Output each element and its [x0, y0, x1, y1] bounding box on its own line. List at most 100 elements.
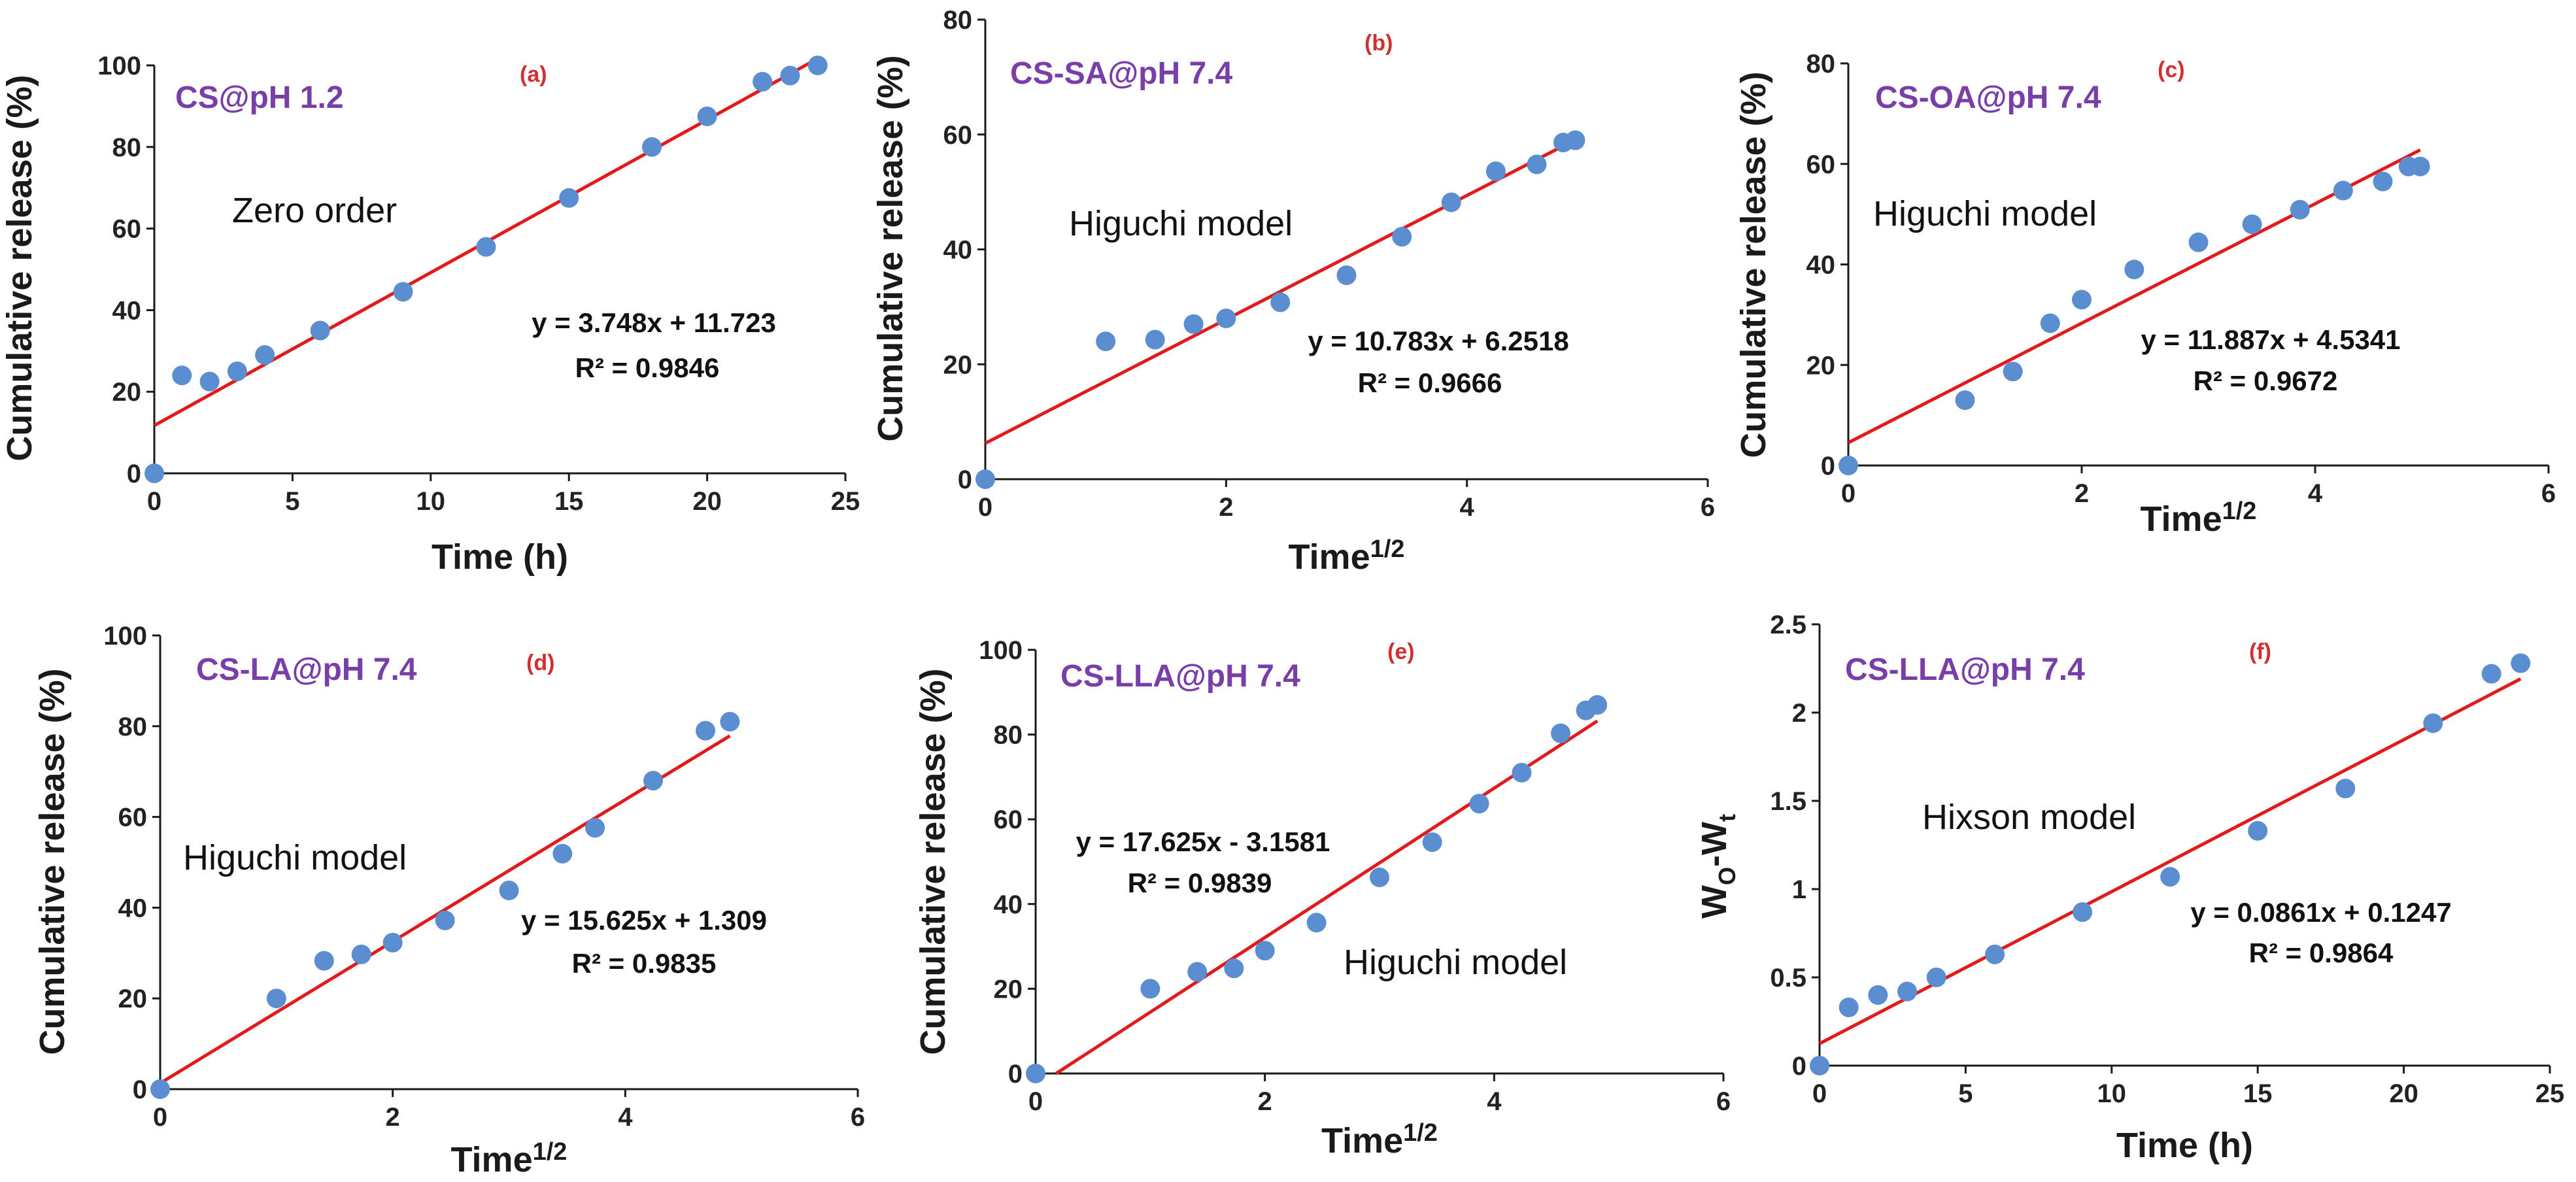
- data-point: [2423, 713, 2443, 734]
- data-point: [1422, 832, 1442, 853]
- y-tick-label: 60: [112, 215, 142, 244]
- sample-tag: CS-LLA@pH 7.4: [1845, 652, 2085, 687]
- x-axis-title: Time (h): [432, 537, 568, 577]
- x-tick-label: 0: [1841, 479, 1856, 508]
- x-tick-label: 6: [2541, 479, 2556, 508]
- x-tick-label: 15: [554, 487, 584, 516]
- data-point: [1306, 913, 1327, 933]
- data-point: [975, 469, 995, 489]
- y-tick-label: 0.5: [1770, 964, 1806, 992]
- x-tick-label: 2: [386, 1103, 400, 1132]
- fit-equation: y = 15.625x + 1.309: [521, 905, 767, 936]
- fit-equation: y = 3.748x + 11.723: [532, 307, 776, 338]
- x-tick-label: 2: [2075, 479, 2089, 508]
- data-point: [150, 1079, 170, 1099]
- panel-letter: (f): [2249, 639, 2271, 664]
- data-point: [1441, 192, 1461, 212]
- data-point: [559, 188, 579, 208]
- y-tick-label: 0: [1821, 452, 1835, 481]
- data-point: [1926, 968, 1946, 987]
- data-point: [807, 56, 828, 75]
- data-point: [780, 65, 800, 86]
- y-tick-label: 2.5: [1770, 611, 1806, 639]
- r-squared: R² = 0.9666: [1358, 367, 1502, 398]
- data-point: [314, 951, 334, 971]
- data-point: [2290, 199, 2310, 220]
- data-point: [499, 881, 519, 901]
- y-tick-label: 0: [958, 465, 972, 494]
- data-point: [255, 345, 275, 365]
- x-axis-title: Time1/2: [1289, 535, 1405, 577]
- data-point: [2003, 362, 2023, 382]
- data-point: [1897, 981, 1918, 1002]
- panel-letter: (b): [1364, 31, 1393, 56]
- y-tick-label: 40: [943, 236, 973, 265]
- x-tick-label: 25: [831, 487, 860, 516]
- data-point: [1469, 794, 1489, 814]
- data-point: [1370, 867, 1389, 887]
- data-point: [1868, 985, 1888, 1005]
- x-tick-label: 6: [1701, 493, 1715, 522]
- y-tick-label: 80: [112, 133, 142, 162]
- x-tick-label: 10: [2097, 1079, 2127, 1108]
- x-tick-label: 5: [1958, 1079, 1973, 1108]
- data-point: [172, 365, 192, 386]
- y-axis-title: Cumulative release (%): [913, 668, 953, 1055]
- x-tick-label: 0: [147, 487, 161, 516]
- data-point: [1183, 314, 1204, 334]
- y-tick-label: 60: [943, 121, 973, 150]
- y-axis-title: Cumulative release (%): [0, 75, 39, 461]
- y-tick-label: 20: [994, 975, 1023, 1004]
- data-point: [1587, 695, 1608, 715]
- y-tick-label: 80: [118, 713, 148, 741]
- data-point: [1810, 1056, 1829, 1075]
- x-tick-label: 4: [618, 1103, 633, 1132]
- chart-a: 0 5 10 15 20 25 0 20 40 60 80 100 Time (h) Cumulative…: [0, 52, 860, 577]
- data-point: [1839, 456, 1858, 475]
- y-axis-title: Cumulative release (%): [1734, 71, 1773, 458]
- data-point: [1270, 292, 1291, 312]
- x-tick-label: 6: [851, 1103, 865, 1132]
- x-axis-title: Time1/2: [1321, 1119, 1438, 1160]
- data-point: [1955, 390, 1975, 411]
- y-axis-title: WO-Wt: [1695, 814, 1740, 919]
- y-tick-label: 40: [118, 894, 148, 922]
- data-point: [2124, 260, 2144, 280]
- data-point: [199, 371, 220, 392]
- data-point: [585, 818, 605, 838]
- r-squared: R² = 0.9835: [572, 948, 717, 979]
- data-point: [2073, 902, 2093, 922]
- y-tick-label: 100: [103, 622, 147, 650]
- model-name: Higuchi model: [183, 838, 407, 877]
- data-point: [1527, 154, 1547, 175]
- fit-equation: y = 0.0861x + 0.1247: [2190, 897, 2451, 928]
- y-tick-label: 20: [943, 350, 973, 379]
- data-point: [2160, 867, 2180, 887]
- data-point: [2248, 820, 2268, 841]
- model-name: Zero order: [232, 191, 397, 230]
- data-point: [1392, 227, 1412, 247]
- data-point: [1839, 997, 1859, 1017]
- x-tick-label: 4: [1460, 493, 1475, 522]
- sample-tag: CS@pH 1.2: [175, 80, 344, 115]
- y-tick-label: 100: [979, 636, 1023, 665]
- data-point: [2188, 232, 2209, 252]
- y-tick-label: 0: [133, 1075, 147, 1104]
- data-point: [697, 107, 717, 126]
- x-axis-title: Time (h): [2116, 1126, 2253, 1165]
- y-axis-title: Cumulative release (%): [871, 55, 910, 441]
- fit-line: [984, 138, 1576, 445]
- x-tick-label: 10: [416, 487, 446, 516]
- data-point: [1512, 762, 1532, 783]
- y-tick-label: 60: [118, 803, 148, 832]
- x-tick-label: 4: [2308, 479, 2323, 508]
- data-point: [1187, 962, 1208, 982]
- y-tick-label: 1: [1792, 875, 1806, 904]
- model-name: Higuchi model: [1069, 204, 1293, 243]
- r-squared: R² = 0.9672: [2194, 365, 2338, 396]
- x-tick-label: 0: [1028, 1087, 1043, 1116]
